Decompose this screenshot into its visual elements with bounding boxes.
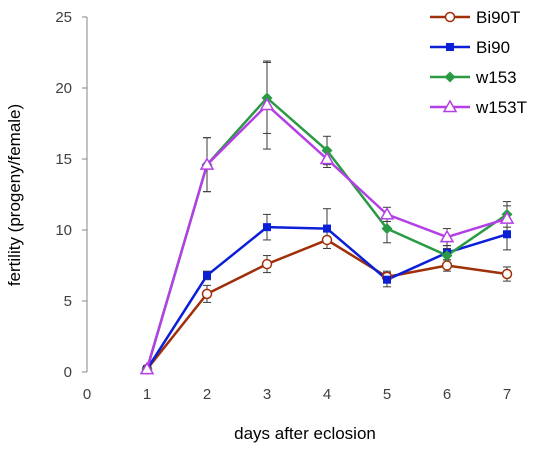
- data-point-Bi90: [383, 275, 391, 284]
- data-point-Bi90T: [321, 234, 333, 246]
- x-tick-label: 0: [83, 386, 91, 403]
- data-point-Bi90: [323, 224, 331, 233]
- series-markers: [139, 92, 515, 375]
- data-point-Bi90T: [201, 288, 213, 300]
- y-tick-label: 0: [64, 364, 72, 381]
- data-point-w153: [381, 223, 393, 235]
- legend-label: Bi90T: [476, 8, 520, 27]
- data-point-Bi90T: [501, 268, 513, 280]
- y-axis-title: fertility (progeny/female): [5, 104, 24, 286]
- legend-swatch-marker: [442, 99, 458, 113]
- series-line-Bi90T: [146, 238, 508, 370]
- legend-swatch-marker: [444, 71, 456, 83]
- legend-label: w153: [475, 68, 517, 87]
- data-point-w153: [441, 250, 453, 262]
- data-point-w153: [321, 144, 333, 156]
- data-point-Bi90T: [261, 258, 273, 270]
- data-point-Bi90T: [441, 260, 453, 271]
- data-point-w153T: [379, 206, 395, 220]
- x-tick-label: 5: [383, 386, 391, 403]
- y-tick-label: 5: [64, 293, 72, 310]
- data-point-Bi90: [263, 223, 271, 232]
- legend: Bi90T Bi90 w153 w153T: [430, 8, 527, 117]
- y-tick-label: 20: [55, 80, 72, 97]
- x-tick-label: 1: [143, 386, 151, 403]
- x-tick-label: 7: [503, 386, 511, 403]
- axes: 0 5 10 15 20 25 0 1 2 3 4 5 6 7: [55, 9, 511, 403]
- data-point-Bi90: [503, 230, 511, 239]
- legend-label: w153T: [475, 98, 527, 117]
- data-point-w153T: [499, 211, 515, 224]
- data-point-w153T: [439, 229, 455, 243]
- y-tick-label: 15: [55, 151, 72, 168]
- legend-swatch-marker: [446, 43, 454, 51]
- x-tick-label: 2: [203, 386, 211, 403]
- data-point-w153T: [259, 97, 275, 111]
- x-tick-label: 3: [263, 386, 271, 403]
- x-axis-title: days after eclosion: [234, 424, 376, 443]
- data-point-w153T: [139, 361, 155, 375]
- data-point-w153T: [319, 151, 335, 165]
- x-tick-label: 4: [323, 386, 331, 403]
- y-tick-label: 25: [55, 9, 72, 26]
- y-tick-label: 10: [55, 222, 72, 239]
- x-tick-label: 6: [443, 386, 451, 403]
- legend-swatch-marker: [444, 11, 456, 23]
- data-point-w153T: [199, 157, 215, 170]
- legend-label: Bi90: [476, 38, 510, 57]
- data-point-Bi90: [203, 271, 211, 280]
